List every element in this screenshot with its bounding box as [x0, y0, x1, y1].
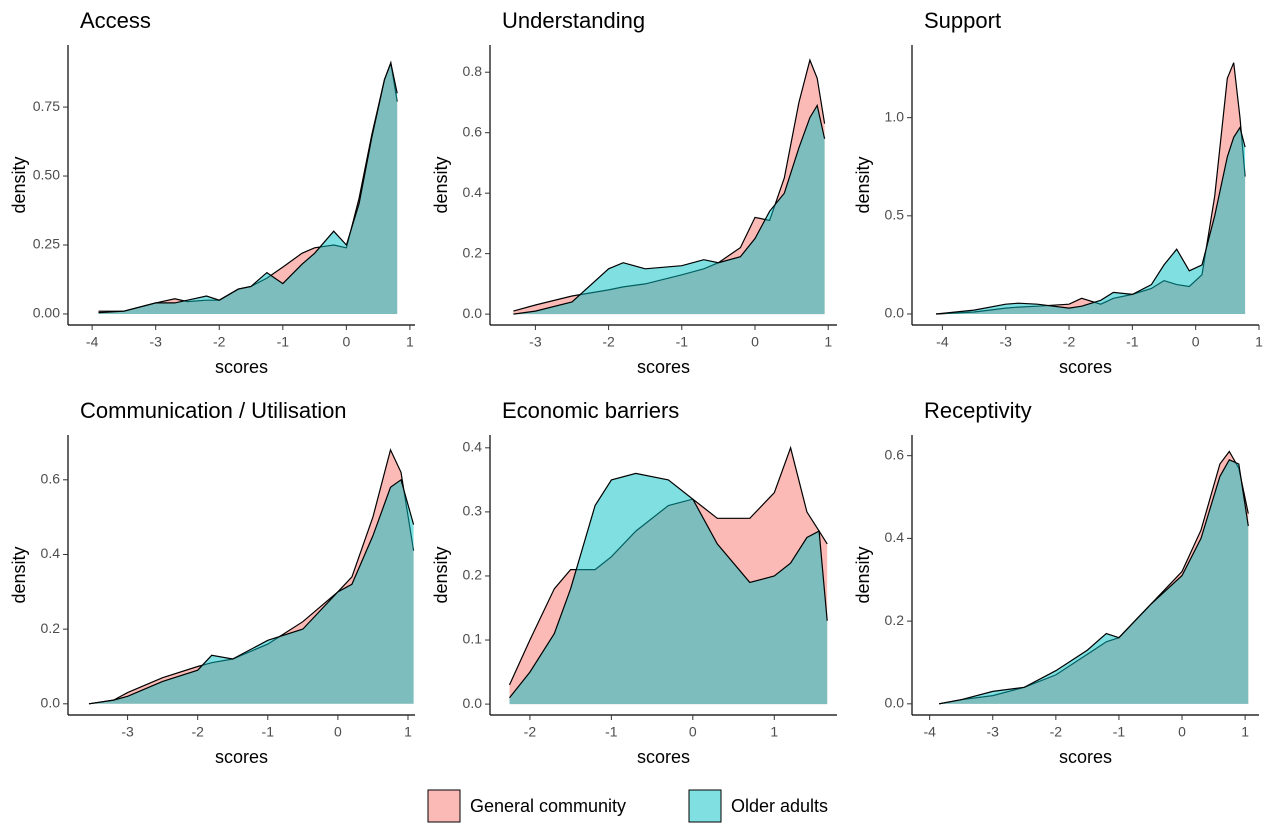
x-axis-label: scores: [637, 357, 690, 377]
x-tick-label: 1: [824, 334, 832, 350]
legend-label: General community: [470, 796, 626, 816]
x-tick-label: -2: [1063, 334, 1076, 350]
y-axis-label: density: [853, 156, 873, 213]
y-tick-label: 0.00: [33, 305, 60, 321]
x-tick-label: -3: [529, 334, 542, 350]
y-tick-label: 0.4: [885, 529, 905, 545]
x-tick-label: -4: [923, 724, 936, 740]
x-tick-label: 1: [1241, 724, 1249, 740]
x-axis-label: scores: [215, 747, 268, 767]
x-tick-label: -1: [1126, 334, 1139, 350]
y-tick-label: 0.5: [885, 207, 905, 223]
y-tick-label: 0.3: [463, 503, 483, 519]
x-tick-label: -3: [149, 334, 162, 350]
y-axis-label: density: [9, 546, 29, 603]
panel-title: Support: [924, 8, 1001, 33]
x-axis-label: scores: [1059, 747, 1112, 767]
y-tick-label: 0.25: [33, 236, 60, 252]
legend-key: [688, 789, 722, 823]
x-tick-label: -2: [602, 334, 615, 350]
panel-title: Access: [80, 8, 151, 33]
y-axis-label: density: [431, 546, 451, 603]
x-tick-label: -4: [936, 334, 949, 350]
x-tick-label: 1: [404, 724, 412, 740]
panel-title: Understanding: [502, 8, 645, 33]
x-tick-label: 1: [406, 334, 414, 350]
x-tick-label: 0: [1192, 334, 1200, 350]
x-tick-label: -1: [277, 334, 290, 350]
density-area: [936, 127, 1246, 315]
density-line: [88, 478, 415, 705]
y-tick-label: 0.6: [41, 471, 61, 487]
y-tick-label: 0.6: [463, 123, 483, 139]
y-axis-label: density: [853, 546, 873, 603]
y-axis-label: density: [431, 156, 451, 213]
y-tick-label: 0.0: [463, 305, 483, 321]
x-tick-label: -1: [605, 724, 618, 740]
y-tick-label: 0.0: [885, 305, 905, 321]
panel-title: Economic barriers: [502, 398, 679, 423]
legend-key: [427, 789, 461, 823]
y-tick-label: 0.4: [463, 439, 483, 455]
density-line: [938, 459, 1249, 705]
x-tick-label: -3: [121, 724, 134, 740]
x-tick-label: 0: [689, 724, 697, 740]
x-tick-label: -1: [262, 724, 275, 740]
density-line: [98, 60, 398, 314]
y-tick-label: 0.0: [463, 695, 483, 711]
y-tick-label: 0.2: [463, 244, 483, 260]
panel-title: Receptivity: [924, 398, 1032, 423]
y-tick-label: 0.0: [885, 695, 905, 711]
density-area: [89, 479, 414, 704]
density-line: [936, 126, 1246, 315]
y-tick-label: 0.4: [41, 545, 61, 561]
y-tick-label: 0.8: [463, 63, 483, 79]
y-tick-label: 1.0: [885, 108, 905, 124]
x-tick-label: 0: [751, 334, 759, 350]
x-tick-label: -2: [213, 334, 226, 350]
x-tick-label: 0: [334, 724, 342, 740]
panel-title: Communication / Utilisation: [80, 398, 347, 423]
x-tick-label: -1: [1113, 724, 1126, 740]
legend-label: Older adults: [731, 796, 828, 816]
x-tick-label: -2: [524, 724, 537, 740]
density-area: [513, 105, 825, 315]
x-tick-label: 0: [342, 334, 350, 350]
y-tick-label: 0.0: [41, 695, 61, 711]
density-line: [509, 472, 828, 699]
y-tick-label: 0.1: [463, 631, 483, 647]
y-tick-label: 0.50: [33, 167, 60, 183]
x-axis-label: scores: [1059, 357, 1112, 377]
x-tick-label: -4: [86, 334, 99, 350]
x-tick-label: -3: [987, 724, 1000, 740]
x-tick-label: -2: [1050, 724, 1063, 740]
y-axis-label: density: [9, 156, 29, 213]
y-tick-label: 0.2: [885, 612, 905, 628]
x-axis-label: scores: [215, 357, 268, 377]
y-tick-label: 0.2: [463, 567, 483, 583]
x-tick-label: -1: [676, 334, 689, 350]
x-tick-label: 0: [1178, 724, 1186, 740]
y-tick-label: 0.4: [463, 184, 483, 200]
y-tick-label: 0.6: [885, 446, 905, 462]
x-tick-label: 1: [1255, 334, 1263, 350]
density-area: [98, 62, 398, 314]
x-tick-label: -3: [999, 334, 1012, 350]
x-tick-label: 1: [770, 724, 778, 740]
x-axis-label: scores: [637, 747, 690, 767]
x-tick-label: -2: [191, 724, 204, 740]
density-area: [509, 473, 828, 705]
y-tick-label: 0.2: [41, 620, 61, 636]
density-line: [513, 103, 826, 315]
y-tick-label: 0.75: [33, 98, 60, 114]
density-area: [939, 459, 1249, 704]
